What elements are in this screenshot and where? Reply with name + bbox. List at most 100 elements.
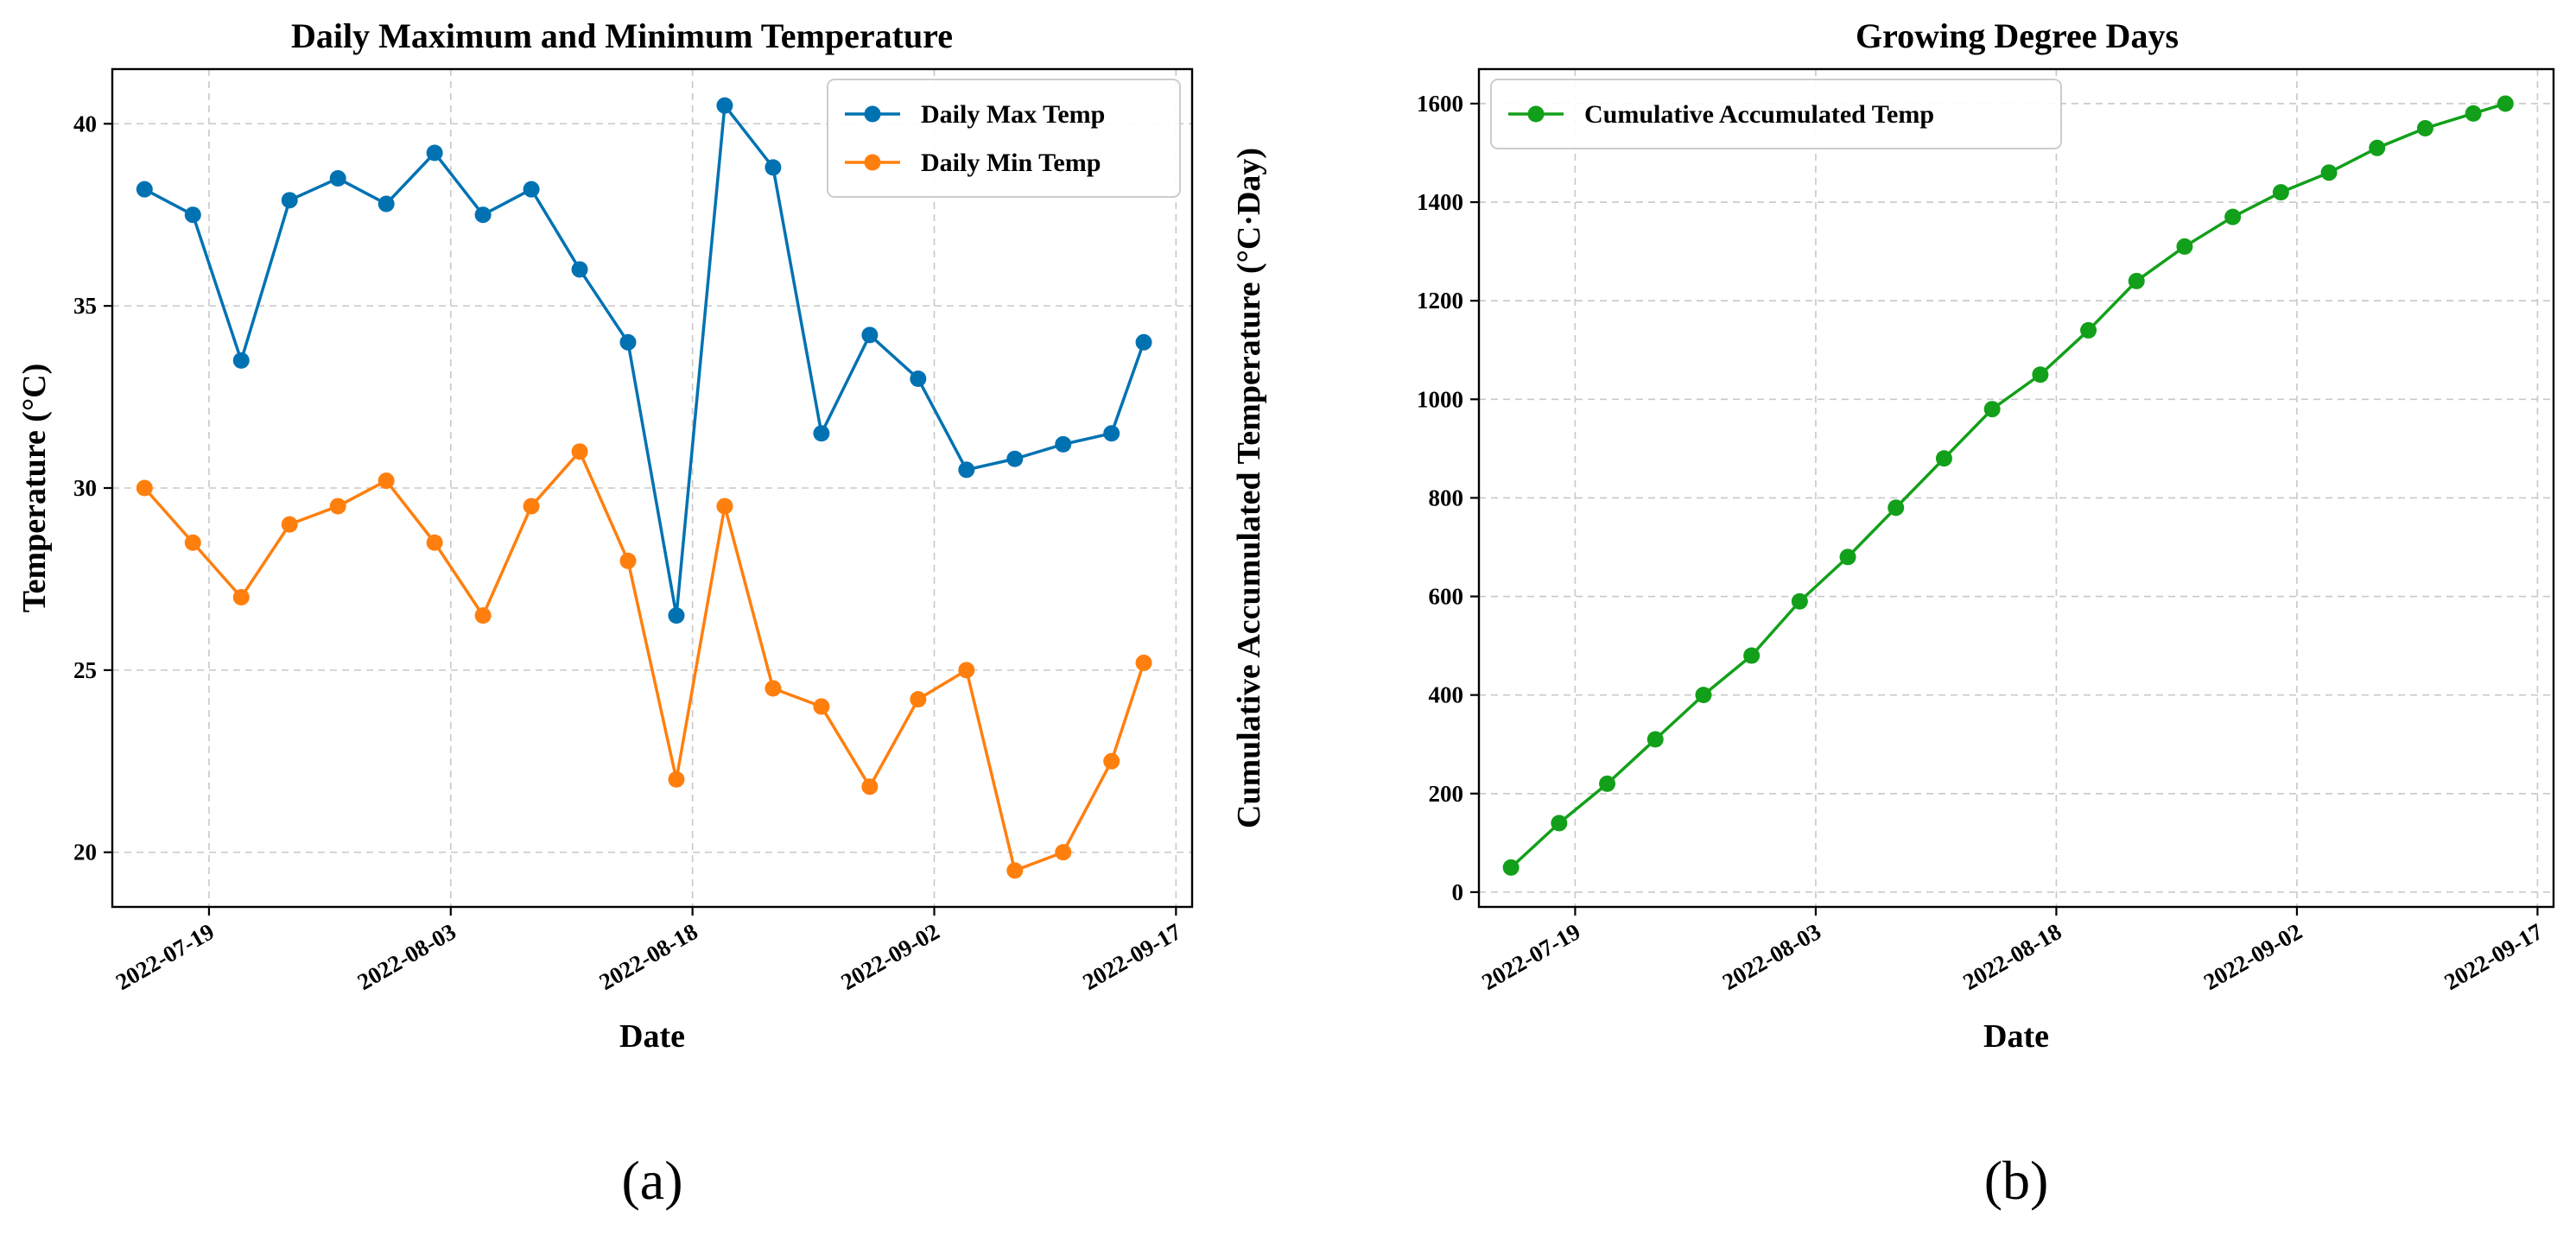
data-point [1502, 859, 1520, 876]
y-tick-label: 25 [73, 657, 97, 683]
data-point [1791, 593, 1808, 610]
data-point [2080, 321, 2097, 339]
y-tick-label: 40 [73, 111, 97, 136]
data-point [1646, 731, 1664, 748]
y-tick-label: 1000 [1417, 386, 1463, 412]
x-tick-label: 2022-08-03 [1718, 918, 1825, 995]
data-point [1983, 401, 2001, 418]
data-point [2176, 238, 2193, 255]
data-point [2497, 95, 2514, 112]
data-point [1103, 752, 1120, 770]
data-point [184, 206, 201, 224]
data-point [136, 479, 153, 497]
data-point [2224, 208, 2242, 225]
y-tick-label: 20 [73, 840, 97, 865]
data-point [2320, 164, 2338, 181]
data-point [765, 680, 782, 697]
data-point [474, 206, 492, 224]
data-point [1055, 844, 1072, 861]
data-point [2032, 366, 2049, 383]
data-point [1743, 647, 1761, 664]
x-tick-label: 2022-08-18 [1958, 918, 2065, 995]
panel-b-xlabel: Date [1983, 1018, 2049, 1055]
data-point [1006, 862, 1024, 879]
x-tick-label: 2022-09-17 [2440, 918, 2547, 995]
data-point [1839, 548, 1856, 566]
y-tick-label: 400 [1429, 682, 1464, 708]
panel-b-chart: Growing Degree Days 2022-07-19 2022-08-03… [1231, 16, 2555, 1055]
series-line-1 [143, 450, 1145, 872]
data-point [2465, 105, 2482, 122]
data-point [281, 516, 298, 533]
data-point [861, 778, 879, 795]
y-tick-label: 200 [1429, 781, 1464, 807]
legend-label: Cumulative Accumulated Temp [1584, 100, 1934, 129]
panel-b-title: Growing Degree Days [1856, 16, 2179, 55]
panel-a-chart: Daily Maximum and Minimum Temperature 20… [16, 16, 1194, 1055]
data-point [861, 326, 879, 344]
legend-marker [1527, 105, 1545, 123]
panel-b-label: (b) [1984, 1150, 2049, 1211]
y-tick-label: 30 [73, 475, 97, 501]
data-point [1888, 499, 1905, 517]
data-point [378, 472, 395, 490]
x-tick-label: 2022-08-03 [353, 918, 460, 995]
y-tick-label: 800 [1429, 485, 1464, 510]
data-point [619, 333, 637, 351]
data-point [1551, 814, 1568, 832]
y-tick-label: 35 [73, 293, 97, 319]
data-point [232, 589, 250, 606]
data-point [716, 97, 733, 114]
data-point [1599, 775, 1616, 792]
legend-marker [864, 154, 881, 171]
data-point [958, 461, 975, 479]
data-point [571, 443, 588, 460]
y-tick-label: 600 [1429, 584, 1464, 610]
data-point [716, 498, 733, 515]
data-point [378, 195, 395, 212]
panel-a-xlabel: Date [619, 1018, 685, 1055]
legend-label: Daily Min Temp [921, 149, 1101, 177]
panel-a-ylabel: Temperature (°C) [16, 364, 53, 613]
legend-box [827, 79, 1181, 198]
x-tick-label: 2022-09-02 [836, 918, 943, 995]
data-point [1103, 425, 1120, 442]
x-tick-label: 2022-07-19 [1477, 918, 1584, 995]
data-point [232, 352, 250, 369]
data-point [1135, 654, 1152, 671]
data-point [813, 698, 830, 715]
x-tick-label: 2022-08-18 [595, 918, 702, 995]
panel-b-ylabel: Cumulative Accumulated Temperature (°C·D… [1231, 148, 1267, 828]
series-line-0 [1509, 102, 2506, 869]
data-point [2128, 272, 2145, 289]
data-point [474, 607, 492, 624]
x-tick-label: 2022-07-19 [111, 918, 219, 995]
panel-b-frame [1477, 67, 2555, 909]
data-point [910, 370, 927, 387]
data-point [910, 691, 927, 708]
data-point [523, 181, 540, 198]
data-point [523, 498, 540, 515]
legend-label: Daily Max Temp [921, 100, 1105, 129]
y-tick-label: 1400 [1417, 189, 1463, 215]
data-point [668, 607, 685, 624]
data-point [329, 498, 346, 515]
data-point [1935, 450, 1952, 467]
data-point [426, 144, 443, 162]
data-point [1695, 687, 1712, 704]
data-point [668, 770, 685, 788]
y-tick-label: 0 [1452, 879, 1464, 905]
x-tick-label: 2022-09-02 [2199, 918, 2306, 995]
data-point [1135, 333, 1152, 351]
data-point [571, 261, 588, 278]
data-point [2416, 119, 2433, 136]
legend-box [1490, 79, 2062, 149]
series-line-0 [143, 104, 1145, 618]
panel-a-label: (a) [621, 1150, 682, 1211]
data-point [765, 159, 782, 176]
data-point [813, 425, 830, 442]
data-point [136, 181, 153, 198]
y-tick-label: 1600 [1417, 91, 1463, 117]
y-tick-label: 1200 [1417, 288, 1463, 314]
